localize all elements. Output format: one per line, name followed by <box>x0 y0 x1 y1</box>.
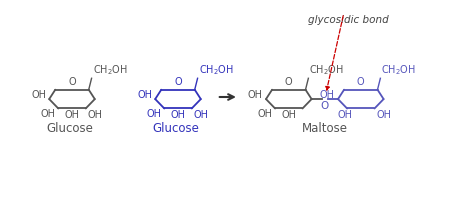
Text: Maltose: Maltose <box>302 122 348 135</box>
Text: OH: OH <box>171 110 185 120</box>
Text: OH: OH <box>40 109 55 119</box>
Text: OH: OH <box>320 90 335 100</box>
Text: O: O <box>285 77 293 87</box>
Text: glycosidic bond: glycosidic bond <box>308 15 389 25</box>
Text: OH: OH <box>194 110 209 120</box>
Text: CH$_2$OH: CH$_2$OH <box>198 63 234 77</box>
Text: O: O <box>174 77 182 87</box>
Text: OH: OH <box>338 110 353 120</box>
Text: OH: OH <box>377 110 392 120</box>
Text: OH: OH <box>257 109 272 119</box>
Text: Glucose: Glucose <box>46 122 94 135</box>
Text: OH: OH <box>281 110 296 120</box>
Text: O: O <box>68 77 76 87</box>
Text: O: O <box>321 101 329 111</box>
Text: OH: OH <box>88 110 103 120</box>
Text: OH: OH <box>137 90 152 100</box>
Text: OH: OH <box>146 109 161 119</box>
Text: CH$_2$OH: CH$_2$OH <box>309 63 344 77</box>
Text: OH: OH <box>64 110 80 120</box>
Text: O: O <box>357 77 365 87</box>
Text: OH: OH <box>248 90 263 100</box>
Text: CH$_2$OH: CH$_2$OH <box>381 63 416 77</box>
Text: Glucose: Glucose <box>153 122 199 135</box>
Text: OH: OH <box>31 90 46 100</box>
Text: CH$_2$OH: CH$_2$OH <box>93 63 127 77</box>
